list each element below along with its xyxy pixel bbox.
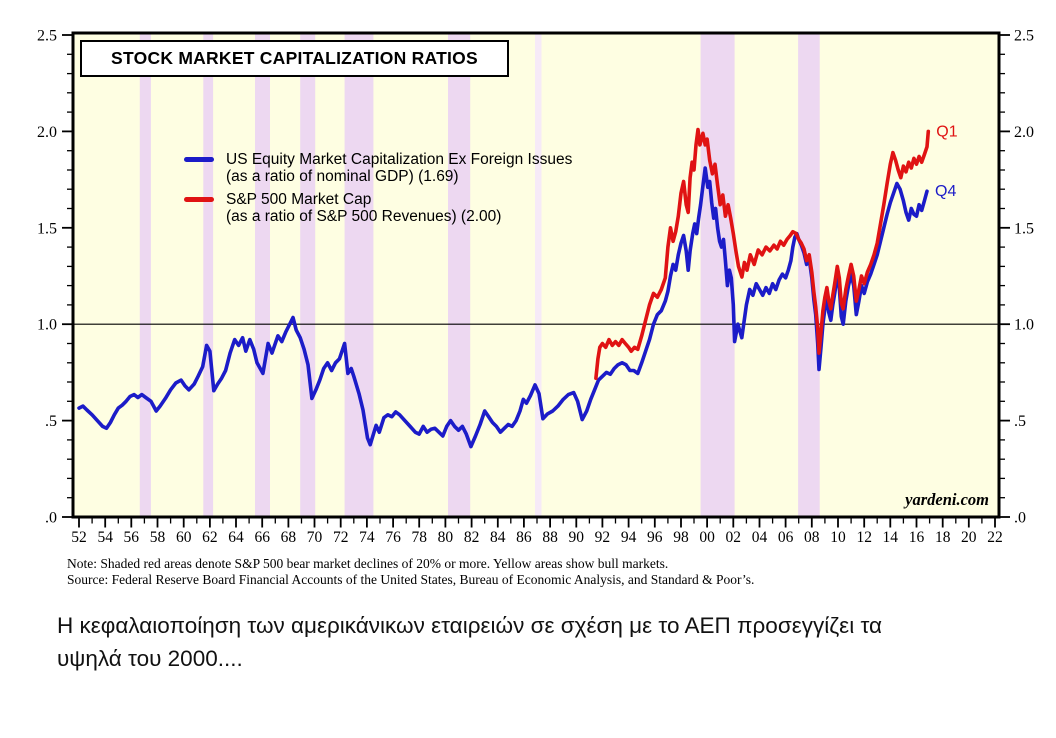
x-axis-tick-label: 60	[176, 529, 192, 546]
x-axis-tick-label: 88	[542, 529, 558, 546]
y-axis-tick-label-left: 2.0	[37, 124, 57, 141]
y-axis-tick-label-right: 1.5	[1014, 220, 1034, 237]
y-axis-tick-label-right: 2.0	[1014, 124, 1034, 141]
legend-label-line2: (as a ratio of nominal GDP) (1.69)	[226, 168, 459, 185]
x-axis-tick-label: 72	[333, 529, 349, 546]
x-axis-tick-label: 82	[464, 529, 480, 546]
x-axis-tick-label: 92	[595, 529, 611, 546]
chart-title: STOCK MARKET CAPITALIZATION RATIOS	[111, 48, 478, 68]
legend-label-line1: S&P 500 Market Cap	[226, 191, 372, 208]
x-axis-tick-label: 58	[150, 529, 166, 546]
x-axis-tick-label: 98	[673, 529, 689, 546]
x-axis-tick-label: 74	[359, 529, 375, 546]
x-axis-tick-label: 14	[883, 529, 899, 546]
bear-market-band	[448, 34, 471, 516]
x-axis-tick-label: 06	[778, 529, 794, 546]
y-axis-tick-label-left: .5	[45, 413, 57, 430]
caption-line1: Η κεφαλαιοποίηση των αμερικάνικων εταιρε…	[57, 613, 883, 638]
note-text: Note: Shaded red areas denote S&P 500 be…	[67, 556, 669, 571]
source-text: Source: Federal Reserve Board Financial …	[67, 572, 755, 587]
watermark-text: yardeni.com	[903, 490, 989, 509]
x-axis-tick-label: 20	[961, 529, 977, 546]
x-axis-tick-label: 80	[438, 529, 454, 546]
y-axis-tick-label-right: 2.5	[1014, 28, 1034, 45]
x-axis-tick-label: 64	[228, 529, 244, 546]
x-axis-tick-label: 52	[71, 529, 87, 546]
chart-title-box: STOCK MARKET CAPITALIZATION RATIOS	[80, 40, 509, 77]
caption-line2: υψηλά του 2000....	[57, 646, 243, 671]
x-axis-tick-label: 08	[804, 529, 820, 546]
y-axis-tick-label-left: 1.0	[37, 317, 57, 334]
x-axis-tick-label: 54	[97, 529, 113, 546]
x-axis-tick-label: 00	[699, 529, 715, 546]
y-axis-tick-label-left: 2.5	[37, 28, 57, 45]
x-axis-tick-label: 68	[281, 529, 297, 546]
chart-canvas: 52 54 56 58 60 62 64 66 68 70 72 74 76 78 80 82 84 86 88 90…	[37, 28, 1034, 547]
series-line-sp500-revenues	[594, 127, 931, 381]
x-axis-tick-label: 86	[516, 529, 532, 546]
x-axis-tick-label: 90	[569, 529, 585, 546]
bear-market-band	[139, 34, 151, 516]
x-axis-tick-label: 70	[307, 529, 323, 546]
plot-border	[71, 31, 1001, 519]
legend-label-line2: (as a ratio of S&P 500 Revenues) (2.00)	[226, 208, 502, 225]
legend-item-sp500: S&P 500 Market Cap (as a ratio of S&P 50…	[226, 191, 501, 225]
bear-market-band	[535, 34, 542, 516]
legend-item-us-equity: US Equity Market Capitalization Ex Forei…	[226, 151, 572, 185]
x-axis-tick-label: 56	[124, 529, 140, 546]
x-axis-tick-label: 84	[490, 529, 506, 546]
x-axis-tick-label: 62	[202, 529, 218, 546]
bear-market-band	[203, 34, 214, 516]
x-axis-tick-label: 78	[411, 529, 427, 546]
x-axis-tick-label: 66	[254, 529, 270, 546]
x-axis-tick-label: 02	[726, 529, 742, 546]
caption: Η κεφαλαιοποίηση των αμερικάνικων εταιρε…	[57, 609, 882, 675]
bear-market-band	[300, 34, 316, 516]
x-axis-tick-label: 10	[830, 529, 846, 546]
x-axis-tick-label: 76	[385, 529, 401, 546]
legend-label-line1: US Equity Market Capitalization Ex Forei…	[226, 151, 573, 168]
y-axis-tick-label-left: 1.5	[37, 220, 57, 237]
legend-swatch-us-equity	[184, 157, 214, 162]
bear-market-band	[798, 34, 820, 516]
legend-swatch-sp500	[184, 197, 214, 202]
x-axis-tick-label: 18	[935, 529, 951, 546]
x-axis-tick-label: 94	[621, 529, 637, 546]
series-end-label: Q4	[935, 183, 956, 200]
x-axis-tick-label: 04	[752, 529, 768, 546]
x-axis-tick-label: 96	[647, 529, 663, 546]
y-axis-tick-label-right: 1.0	[1014, 317, 1034, 334]
y-axis-tick-label-left: .0	[45, 510, 57, 527]
x-axis-tick-label: 12	[856, 529, 872, 546]
y-axis-tick-label-right: .0	[1014, 510, 1026, 527]
y-axis-tick-label-right: .5	[1014, 413, 1026, 430]
series-line-us-equity-gdp	[77, 166, 929, 449]
x-axis-tick-label: 16	[909, 529, 925, 546]
x-axis-tick-label: 22	[987, 529, 1003, 546]
bear-market-band	[255, 34, 270, 516]
series-end-label: Q1	[936, 123, 957, 140]
